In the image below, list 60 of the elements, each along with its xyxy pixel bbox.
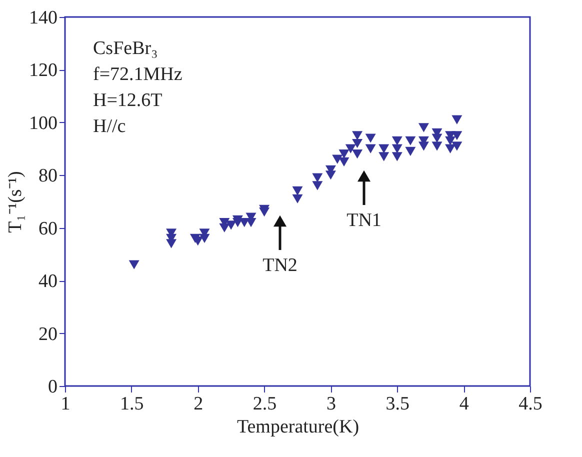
point <box>445 136 456 146</box>
point <box>338 150 350 159</box>
y-axis-title: T₁⁻¹(s⁻¹) <box>5 171 26 233</box>
point <box>365 144 376 154</box>
point <box>445 144 456 154</box>
annotation: CsFeBr₃ <box>93 38 158 59</box>
x-tick-label: 3.5 <box>386 394 410 414</box>
point <box>292 186 303 196</box>
y-tick-label: 20 <box>38 324 58 345</box>
point <box>352 138 363 148</box>
point <box>378 152 390 162</box>
x-tick-label: 2.5 <box>252 394 277 414</box>
point <box>452 142 462 151</box>
point <box>352 150 363 159</box>
x-axis-title: Temperature(K) <box>236 416 360 438</box>
annotation: f=72.1MHz <box>93 64 182 85</box>
point <box>199 234 210 243</box>
x-tick-label: 4 <box>459 394 470 414</box>
x-tick-label: 1 <box>60 394 70 414</box>
point <box>226 220 236 230</box>
y-tick-label: 140 <box>29 8 58 28</box>
point <box>166 239 177 248</box>
point <box>378 144 390 154</box>
point <box>432 134 442 143</box>
y-tick-label: 100 <box>29 112 58 134</box>
point <box>259 208 270 217</box>
x-tick-label: 1.5 <box>120 394 144 414</box>
annotation: H//c <box>93 116 126 137</box>
y-tick-label: 120 <box>29 60 58 82</box>
point <box>325 170 336 180</box>
annotation: TN2 <box>262 255 298 276</box>
y-tick-label: 60 <box>38 218 58 240</box>
point <box>405 136 416 146</box>
point <box>128 260 140 270</box>
point <box>312 181 323 190</box>
y-tick-label: 40 <box>38 271 58 292</box>
point <box>405 146 416 156</box>
point <box>452 131 462 140</box>
point <box>292 194 303 204</box>
annotation: H=12.6T <box>93 90 163 111</box>
x-tick-label: 2 <box>194 394 204 414</box>
y-tick-label: 0 <box>48 376 58 398</box>
point <box>352 131 363 140</box>
point <box>312 173 323 182</box>
point <box>392 144 402 154</box>
x-tick-label: 3 <box>326 394 336 414</box>
point <box>345 144 356 154</box>
point <box>332 154 343 164</box>
point <box>418 123 429 132</box>
annotation: TN1 <box>346 210 382 231</box>
point <box>432 142 442 151</box>
point <box>365 134 376 143</box>
point <box>219 223 230 232</box>
x-tick-label: 4.5 <box>518 394 542 414</box>
point <box>452 115 462 124</box>
point <box>418 142 429 151</box>
point <box>392 152 402 162</box>
point <box>392 136 402 146</box>
y-tick-label: 80 <box>38 166 58 187</box>
point <box>338 157 350 167</box>
